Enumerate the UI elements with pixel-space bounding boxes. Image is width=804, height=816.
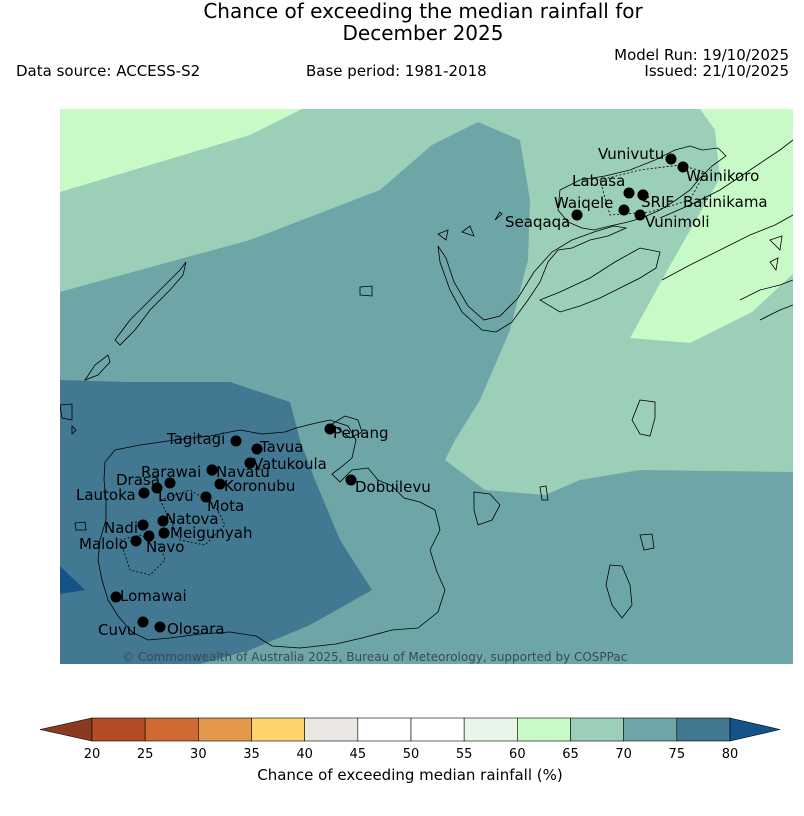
base-period-label: Base period: 1981-2018 xyxy=(306,62,487,80)
place-label-waiqele: Waiqele xyxy=(554,194,613,212)
place-marker-wainikoro xyxy=(677,161,689,173)
place-label-seaqaqa: Seaqaqa xyxy=(505,213,570,231)
place-marker-navo xyxy=(143,530,155,542)
place-marker-dobuilevu xyxy=(345,474,357,486)
place-label-wainikoro: Wainikoro xyxy=(686,167,759,185)
place-label-dobuilevu: Dobuilevu xyxy=(355,478,431,496)
place-marker-navatu xyxy=(206,464,218,476)
place-marker-malolo xyxy=(130,535,142,547)
place-label-koronubu: Koronubu xyxy=(224,477,295,495)
colorbar-under-arrow xyxy=(39,717,93,742)
colorbar-segment xyxy=(198,717,252,742)
place-marker-batinikama xyxy=(637,189,649,201)
place-label-mota: Mota xyxy=(207,497,244,515)
colorbar-segment xyxy=(410,717,465,742)
place-marker-koronubu xyxy=(214,478,226,490)
place-marker-cuvu xyxy=(137,616,149,628)
place-marker-vatukoula xyxy=(244,457,256,469)
place-label-vatukoula: Vatukoula xyxy=(253,455,327,473)
place-label-srif: SRIF xyxy=(641,193,674,211)
colorbar-tick-label: 70 xyxy=(615,747,632,762)
place-label-tagitagi: Tagitagi xyxy=(166,430,225,448)
place-label-olosara: Olosara xyxy=(167,620,225,638)
colorbar-segment xyxy=(570,717,624,742)
colorbar-tick-label: 55 xyxy=(456,747,473,762)
chart-title-line-2: December 2025 xyxy=(342,21,504,45)
place-label-lomawai: Lomawai xyxy=(120,587,187,605)
place-marker-vunimoli xyxy=(634,209,646,221)
place-marker-lautoka xyxy=(138,487,150,499)
colorbar-tick-label: 75 xyxy=(669,747,686,762)
place-marker-lovu xyxy=(164,477,176,489)
place-label-batinikama: Batinikama xyxy=(683,193,768,211)
colorbar: 20 25 30 35 40 45 50 55 60 65 70 75 80 xyxy=(39,717,781,762)
colorbar-segment xyxy=(251,717,305,742)
colorbar-segment xyxy=(463,717,518,742)
place-label-cuvu: Cuvu xyxy=(98,621,136,639)
place-label-nadi: Nadi xyxy=(104,519,138,537)
colorbar-tick-label: 20 xyxy=(84,747,101,762)
data-source-label: Data source: ACCESS-S2 xyxy=(16,62,201,80)
place-label-navo: Navo xyxy=(146,538,184,556)
colorbar-label: Chance of exceeding median rainfall (%) xyxy=(257,766,563,784)
place-label-lovu: Lovu xyxy=(158,487,194,505)
place-marker-natova xyxy=(157,515,169,527)
place-marker-vunivutu xyxy=(665,153,677,165)
colorbar-tick-label: 30 xyxy=(190,747,207,762)
place-marker-meigunyah xyxy=(158,527,170,539)
place-label-meigunyah: Meigunyah xyxy=(170,524,252,542)
place-marker-penang xyxy=(324,423,336,435)
colorbar-tick-label: 60 xyxy=(509,747,526,762)
place-label-rarawai: Rarawai xyxy=(141,463,201,481)
places: Vunivutu Wainikoro Labasa SRIF Batinikama Wai… xyxy=(76,145,768,639)
place-label-penang: Penang xyxy=(333,424,388,442)
place-marker-labasa xyxy=(623,187,635,199)
place-marker-mota xyxy=(200,491,212,503)
place-label-natova: Natova xyxy=(165,510,219,528)
colorbar-tick-label: 65 xyxy=(562,747,579,762)
colorbar-tick-label: 50 xyxy=(403,747,420,762)
colorbar-segment xyxy=(517,717,571,742)
place-marker-drasa xyxy=(151,482,163,494)
colorbar-tick-label: 80 xyxy=(722,747,739,762)
colorbar-tick-label: 35 xyxy=(243,747,260,762)
chart-title-line-1: Chance of exceeding the median rainfall … xyxy=(203,0,643,23)
colorbar-segment xyxy=(676,717,731,742)
colorbar-segment xyxy=(144,717,199,742)
place-marker-olosara xyxy=(154,621,166,633)
colorbar-over-arrow xyxy=(729,717,781,742)
colorbar-segment xyxy=(357,717,412,742)
place-marker-nadi xyxy=(137,519,149,531)
place-label-navatu: Navatu xyxy=(216,463,270,481)
place-marker-tavua xyxy=(251,443,263,455)
place-label-vunivutu: Vunivutu xyxy=(598,145,664,163)
place-label-drasa: Drasa xyxy=(116,471,160,489)
place-marker-tagitagi xyxy=(230,435,242,447)
place-marker-seaqaqa xyxy=(571,209,583,221)
probability-fill xyxy=(60,109,793,664)
place-label-tavua: Tavua xyxy=(259,438,303,456)
colorbar-segment xyxy=(91,717,146,742)
place-label-vunimoli: Vunimoli xyxy=(645,213,710,231)
place-label-lautoka: Lautoka xyxy=(76,486,136,504)
colorbar-tick-label: 45 xyxy=(350,747,367,762)
colorbar-tick-label: 25 xyxy=(137,747,154,762)
place-marker-waiqele xyxy=(618,204,630,216)
copyright-notice: © Commonwealth of Australia 2025, Bureau… xyxy=(122,650,627,664)
colorbar-segment xyxy=(304,717,359,742)
colorbar-tick-label: 40 xyxy=(296,747,313,762)
model-run-label: Model Run: 19/10/2025 xyxy=(614,46,789,64)
coastlines xyxy=(60,139,793,649)
place-marker-lomawai xyxy=(110,591,122,603)
place-label-malolo: Malolo xyxy=(79,535,128,553)
place-label-labasa: Labasa xyxy=(572,172,625,190)
issued-label: Issued: 21/10/2025 xyxy=(644,62,789,80)
colorbar-segment xyxy=(623,717,678,742)
